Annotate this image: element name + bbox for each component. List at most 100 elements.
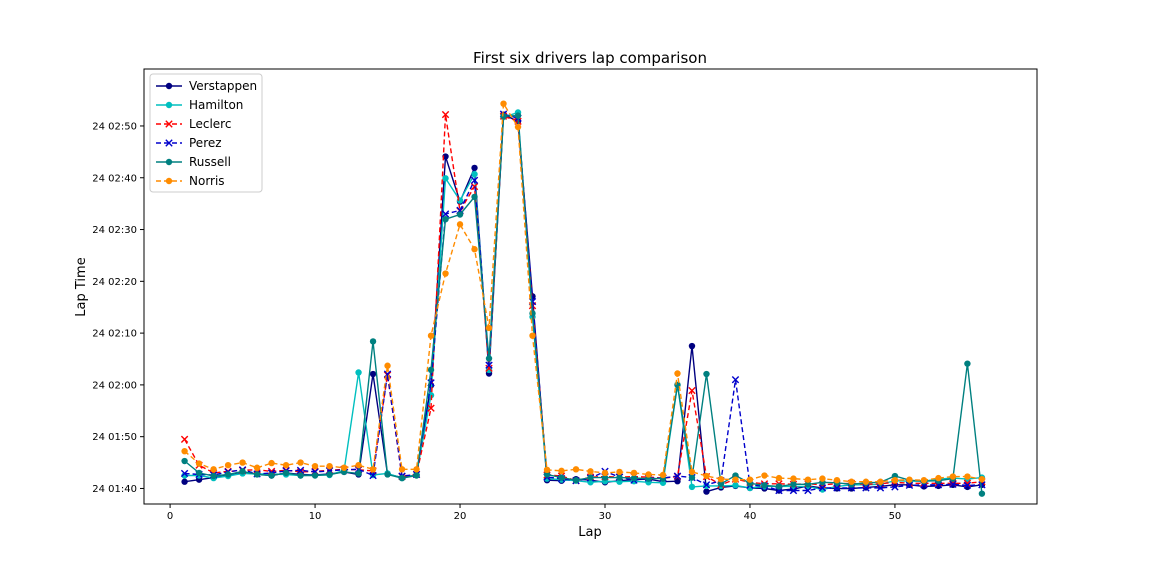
data-point bbox=[471, 246, 478, 253]
data-point bbox=[441, 110, 450, 119]
data-point bbox=[181, 447, 188, 455]
data-point bbox=[688, 474, 696, 481]
data-point bbox=[978, 490, 986, 497]
data-point bbox=[355, 461, 362, 469]
data-point bbox=[326, 471, 333, 478]
x-tick-label: 50 bbox=[889, 511, 902, 522]
legend-label: Russell bbox=[189, 155, 231, 169]
data-point bbox=[282, 469, 290, 477]
data-point bbox=[673, 472, 682, 480]
data-point bbox=[485, 361, 493, 369]
data-point bbox=[790, 481, 797, 488]
data-point bbox=[181, 478, 188, 485]
data-point bbox=[732, 476, 739, 483]
data-point bbox=[833, 476, 841, 484]
data-point bbox=[978, 475, 986, 483]
data-point bbox=[485, 366, 493, 374]
data-point bbox=[355, 470, 362, 477]
data-point bbox=[224, 461, 232, 469]
x-tick-label: 10 bbox=[309, 511, 322, 522]
data-point bbox=[471, 164, 478, 172]
legend-label: Norris bbox=[189, 174, 225, 188]
legend-marker bbox=[165, 120, 173, 128]
series-line bbox=[184, 114, 983, 494]
data-point bbox=[369, 370, 377, 378]
data-point bbox=[485, 364, 493, 373]
data-point bbox=[731, 376, 740, 384]
data-point bbox=[587, 474, 594, 481]
data-point bbox=[572, 466, 580, 473]
data-point bbox=[210, 472, 217, 480]
data-point bbox=[818, 484, 827, 492]
legend-item-norris: Norris bbox=[156, 174, 225, 188]
data-point bbox=[311, 472, 319, 479]
data-point bbox=[587, 468, 594, 475]
data-point bbox=[558, 467, 565, 475]
y-axis: 24 01:40 24 01:50 24 02:00 24 02:10 24 02:20… bbox=[92, 121, 144, 495]
series-line bbox=[183, 114, 982, 486]
legend-item-perez: Perez bbox=[156, 136, 222, 150]
data-point bbox=[891, 483, 899, 491]
legend-label: Verstappen bbox=[189, 79, 257, 93]
x-axis-label: Lap bbox=[578, 525, 601, 540]
y-tick-label: 24 01:50 bbox=[92, 432, 137, 443]
data-point bbox=[442, 175, 449, 182]
data-point bbox=[282, 461, 290, 469]
data-point bbox=[949, 480, 957, 489]
data-point bbox=[297, 459, 304, 466]
data-point bbox=[761, 482, 768, 489]
data-point bbox=[355, 369, 362, 376]
plot-area bbox=[180, 100, 986, 497]
data-point bbox=[964, 473, 971, 480]
legend-item-leclerc: Leclerc bbox=[156, 117, 231, 131]
data-point bbox=[732, 482, 739, 489]
data-point bbox=[297, 472, 304, 479]
data-point bbox=[470, 176, 479, 185]
data-point bbox=[848, 478, 855, 485]
data-point bbox=[963, 481, 972, 490]
y-tick-label: 24 02:40 bbox=[92, 173, 137, 184]
data-point bbox=[949, 479, 957, 487]
y-tick-label: 24 01:40 bbox=[92, 484, 137, 495]
data-point bbox=[819, 475, 826, 482]
data-point bbox=[703, 472, 710, 480]
data-point bbox=[456, 211, 464, 218]
data-point bbox=[195, 460, 203, 467]
data-point bbox=[935, 474, 942, 482]
data-point bbox=[659, 471, 667, 479]
data-point bbox=[239, 468, 246, 475]
data-point bbox=[326, 462, 333, 470]
data-point bbox=[906, 476, 913, 483]
data-point bbox=[804, 476, 812, 483]
data-point bbox=[572, 476, 580, 484]
data-point bbox=[703, 370, 710, 378]
data-point bbox=[905, 481, 914, 490]
legend-marker bbox=[165, 82, 173, 90]
data-point bbox=[398, 474, 406, 482]
y-tick-label: 24 02:00 bbox=[92, 380, 137, 391]
series-line bbox=[184, 111, 982, 491]
data-point bbox=[862, 478, 870, 485]
data-point bbox=[413, 472, 420, 479]
data-point bbox=[485, 355, 493, 362]
data-point bbox=[224, 471, 232, 478]
legend-label: Hamilton bbox=[189, 98, 243, 112]
data-point bbox=[471, 193, 478, 201]
y-tick-label: 24 02:30 bbox=[92, 225, 137, 236]
data-point bbox=[384, 362, 391, 369]
data-point bbox=[427, 404, 435, 412]
x-axis: 0 10 20 30 40 50 bbox=[167, 504, 901, 522]
data-point bbox=[413, 466, 420, 473]
data-point bbox=[456, 221, 464, 228]
series-norris bbox=[181, 100, 986, 485]
data-point bbox=[876, 484, 885, 492]
data-point bbox=[427, 366, 435, 374]
data-point bbox=[485, 324, 493, 332]
data-point bbox=[674, 478, 681, 485]
data-point bbox=[630, 469, 638, 477]
series-line bbox=[184, 101, 983, 483]
data-point bbox=[268, 472, 275, 479]
plot-frame bbox=[143, 68, 1038, 505]
series-hamilton bbox=[181, 109, 986, 493]
data-point bbox=[746, 476, 754, 483]
